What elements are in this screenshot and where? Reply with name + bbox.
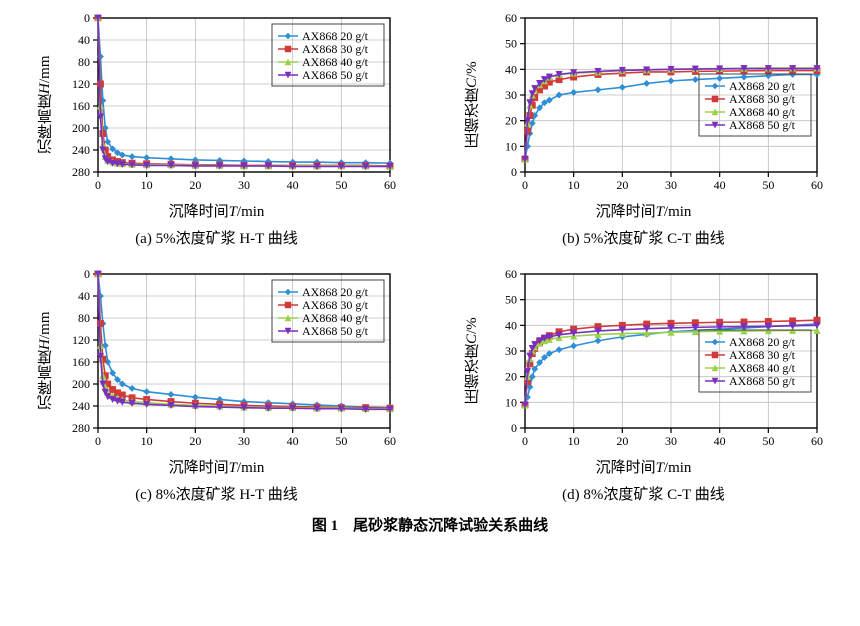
svg-text:AX868 30 g/t: AX868 30 g/t — [302, 298, 369, 312]
svg-text:30: 30 — [505, 344, 517, 358]
svg-text:160: 160 — [72, 355, 90, 369]
svg-text:0: 0 — [522, 178, 528, 192]
svg-text:50: 50 — [335, 178, 347, 192]
svg-text:AX868 40 g/t: AX868 40 g/t — [729, 361, 796, 375]
svg-text:50: 50 — [505, 293, 517, 307]
svg-text:20: 20 — [189, 434, 201, 448]
svg-text:10: 10 — [568, 178, 580, 192]
svg-text:240: 240 — [72, 399, 90, 413]
svg-text:AX868 50 g/t: AX868 50 g/t — [302, 68, 369, 82]
x-axis-label: 沉降时间T/min — [169, 200, 265, 221]
y-axis-label: 压缩浓度C/% — [462, 10, 483, 200]
svg-text:10: 10 — [505, 395, 517, 409]
svg-text:60: 60 — [384, 434, 396, 448]
y-axis-label: 压缩浓度C/% — [462, 266, 483, 456]
subcaption: (c) 8%浓度矿浆 H-T 曲线 — [135, 483, 298, 504]
svg-text:AX868 30 g/t: AX868 30 g/t — [729, 92, 796, 106]
svg-text:120: 120 — [72, 77, 90, 91]
svg-text:0: 0 — [511, 165, 517, 179]
chart-a: 0 10 20 30 40 50 60 0 40 80 120 160 200 240 280 AX868 2… — [58, 10, 398, 200]
chart-d: 01020304050600102030405060AX868 20 g/tAX… — [485, 266, 825, 456]
subcaption: (b) 5%浓度矿浆 C-T 曲线 — [562, 227, 725, 248]
svg-text:80: 80 — [78, 55, 90, 69]
svg-text:40: 40 — [714, 178, 726, 192]
x-axis-label: 沉降时间T/min — [596, 200, 692, 221]
svg-text:60: 60 — [384, 178, 396, 192]
svg-text:AX868 20 g/t: AX868 20 g/t — [729, 335, 796, 349]
x-axis-label: 沉降时间T/min — [169, 456, 265, 477]
y-axis-label: 沉降高度H/mm — [35, 266, 56, 456]
svg-text:40: 40 — [287, 178, 299, 192]
svg-text:0: 0 — [511, 421, 517, 435]
svg-text:160: 160 — [72, 99, 90, 113]
svg-text:40: 40 — [505, 62, 517, 76]
svg-text:50: 50 — [505, 37, 517, 51]
svg-text:AX868 40 g/t: AX868 40 g/t — [302, 311, 369, 325]
panel-a: 沉降高度H/mm 0 10 20 30 40 50 60 0 40 80 120 160 200 240 28… — [18, 10, 415, 248]
svg-text:60: 60 — [505, 267, 517, 281]
svg-text:AX868 20 g/t: AX868 20 g/t — [302, 29, 369, 43]
svg-text:50: 50 — [762, 434, 774, 448]
svg-text:50: 50 — [335, 434, 347, 448]
svg-text:0: 0 — [95, 434, 101, 448]
svg-text:30: 30 — [505, 88, 517, 102]
svg-text:0: 0 — [95, 178, 101, 192]
svg-text:0: 0 — [84, 11, 90, 25]
chart-c: 0 10 20 30 40 50 60 0 40 80 120 160 200 240 280 AX868 2… — [58, 266, 398, 456]
svg-text:AX868 40 g/t: AX868 40 g/t — [302, 55, 369, 69]
svg-text:AX868 20 g/t: AX868 20 g/t — [729, 79, 796, 93]
svg-text:AX868 50 g/t: AX868 50 g/t — [729, 118, 796, 132]
svg-text:0: 0 — [522, 434, 528, 448]
y-axis-label: 沉降高度H/mm — [35, 10, 56, 200]
svg-text:30: 30 — [238, 178, 250, 192]
svg-text:40: 40 — [287, 434, 299, 448]
svg-text:40: 40 — [714, 434, 726, 448]
subcaption: (d) 8%浓度矿浆 C-T 曲线 — [562, 483, 725, 504]
svg-text:10: 10 — [141, 178, 153, 192]
svg-text:AX868 50 g/t: AX868 50 g/t — [729, 374, 796, 388]
svg-text:40: 40 — [505, 318, 517, 332]
svg-text:240: 240 — [72, 143, 90, 157]
svg-text:80: 80 — [78, 311, 90, 325]
svg-text:40: 40 — [78, 33, 90, 47]
svg-text:AX868 40 g/t: AX868 40 g/t — [729, 105, 796, 119]
svg-text:280: 280 — [72, 165, 90, 179]
svg-text:200: 200 — [72, 121, 90, 135]
svg-text:10: 10 — [568, 434, 580, 448]
figure-caption: 图 1 尾砂浆静态沉降试验关系曲线 — [18, 514, 842, 535]
svg-text:40: 40 — [78, 289, 90, 303]
svg-text:20: 20 — [189, 178, 201, 192]
figure-page: 沉降高度H/mm01020304050600408012016020024028… — [0, 0, 860, 626]
svg-text:20: 20 — [616, 434, 628, 448]
svg-text:AX868 30 g/t: AX868 30 g/t — [729, 348, 796, 362]
svg-text:280: 280 — [72, 421, 90, 435]
svg-text:10: 10 — [505, 139, 517, 153]
svg-text:60: 60 — [811, 434, 823, 448]
panel-c: 沉降高度H/mm 0 10 20 30 40 50 60 0 40 80 120 160 200 240 28… — [18, 266, 415, 504]
x-axis-label: 沉降时间T/min — [596, 456, 692, 477]
panel-d: 压缩浓度C/% 0 10 20 30 40 50 60 0 10 20 30 40 50 60 AX868 2… — [445, 266, 842, 504]
svg-text:120: 120 — [72, 333, 90, 347]
svg-text:30: 30 — [238, 434, 250, 448]
subcaption: (a) 5%浓度矿浆 H-T 曲线 — [135, 227, 298, 248]
svg-text:50: 50 — [762, 178, 774, 192]
svg-text:20: 20 — [616, 178, 628, 192]
svg-text:0: 0 — [84, 267, 90, 281]
svg-text:20: 20 — [505, 370, 517, 384]
svg-text:20: 20 — [505, 114, 517, 128]
panel-grid: 沉降高度H/mm01020304050600408012016020024028… — [18, 10, 842, 504]
svg-text:10: 10 — [141, 434, 153, 448]
svg-text:200: 200 — [72, 377, 90, 391]
svg-text:30: 30 — [665, 434, 677, 448]
svg-text:60: 60 — [505, 11, 517, 25]
chart-b: 01020304050600102030405060AX868 20 g/tAX… — [485, 10, 825, 200]
svg-text:60: 60 — [811, 178, 823, 192]
svg-text:AX868 50 g/t: AX868 50 g/t — [302, 324, 369, 338]
svg-text:30: 30 — [665, 178, 677, 192]
svg-text:AX868 30 g/t: AX868 30 g/t — [302, 42, 369, 56]
svg-text:AX868 20 g/t: AX868 20 g/t — [302, 285, 369, 299]
panel-b: 压缩浓度C/% 0 10 20 30 40 50 60 0 10 20 30 40 50 60 AX868 2… — [445, 10, 842, 248]
